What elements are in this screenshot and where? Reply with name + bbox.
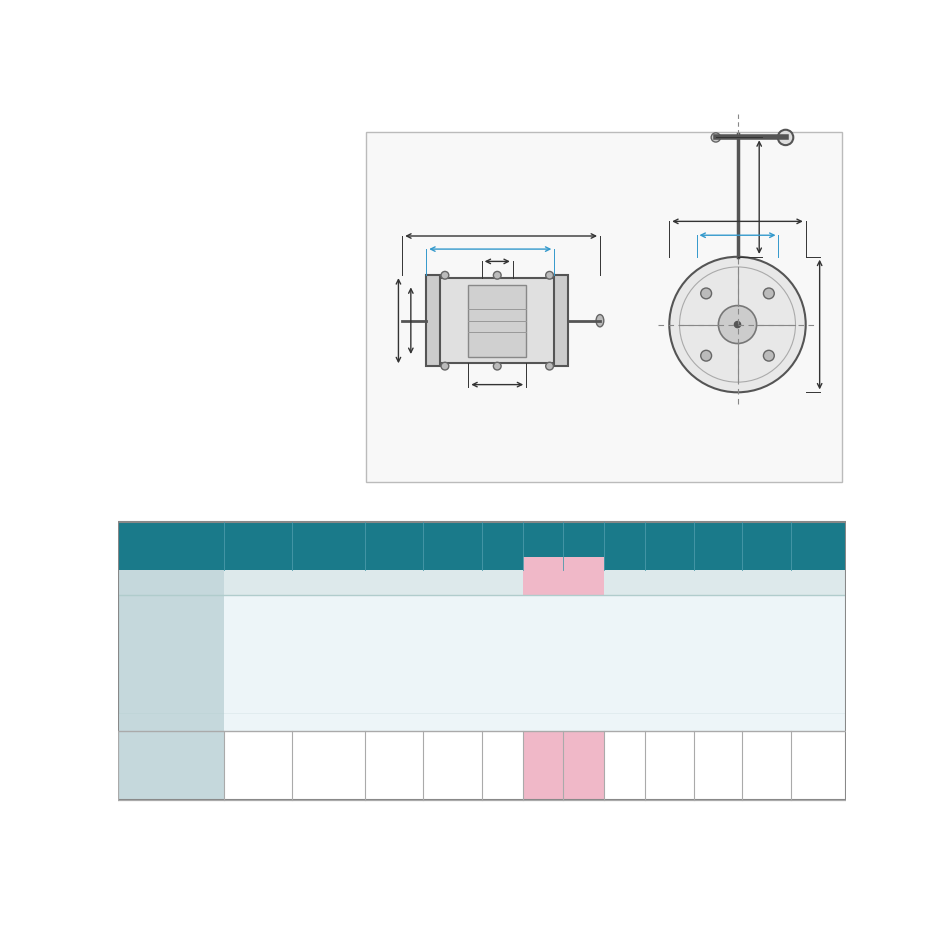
Bar: [118, 523, 846, 571]
Bar: [118, 571, 846, 595]
Bar: [366, 132, 842, 482]
Bar: [118, 523, 846, 800]
Bar: [523, 731, 563, 800]
Circle shape: [546, 362, 554, 370]
Bar: [427, 275, 440, 366]
Circle shape: [718, 306, 757, 343]
Circle shape: [734, 321, 741, 328]
Circle shape: [700, 351, 712, 361]
Ellipse shape: [596, 315, 603, 327]
Bar: [118, 731, 225, 800]
Circle shape: [763, 288, 775, 299]
Circle shape: [777, 130, 793, 145]
Circle shape: [700, 288, 712, 299]
Bar: [437, 278, 557, 363]
Circle shape: [494, 362, 501, 370]
Bar: [118, 714, 846, 731]
Bar: [523, 556, 563, 571]
Circle shape: [441, 362, 448, 370]
Bar: [118, 595, 846, 714]
Bar: [118, 571, 225, 595]
Circle shape: [712, 133, 720, 142]
Bar: [468, 285, 526, 357]
Circle shape: [546, 272, 554, 279]
Bar: [118, 595, 225, 714]
Bar: [118, 714, 225, 731]
Bar: [555, 275, 568, 366]
Bar: [563, 571, 604, 595]
Bar: [563, 731, 604, 800]
Bar: [118, 595, 846, 714]
Circle shape: [441, 272, 448, 279]
Bar: [118, 731, 846, 800]
Bar: [523, 571, 563, 595]
Bar: [563, 556, 604, 571]
Circle shape: [669, 257, 806, 392]
Circle shape: [763, 351, 775, 361]
Circle shape: [494, 272, 501, 279]
